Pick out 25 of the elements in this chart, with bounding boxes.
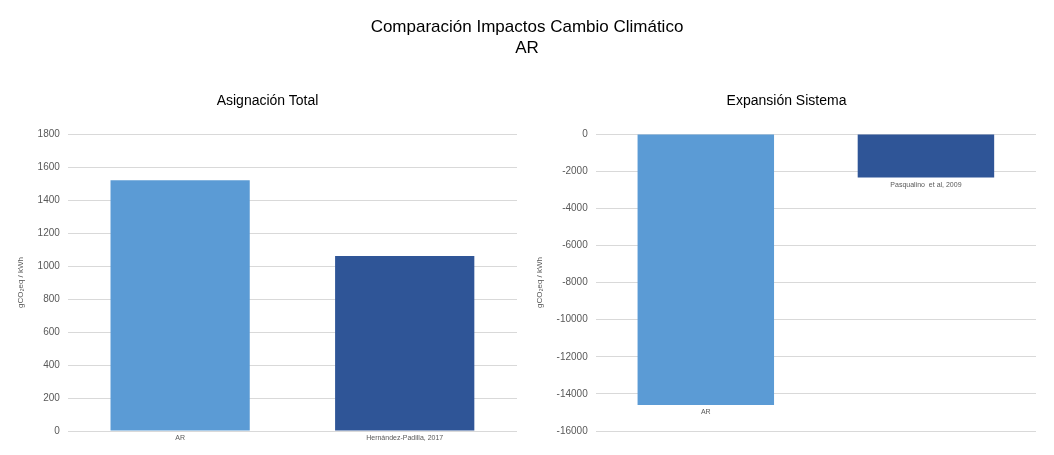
- y-tick-label: 800: [43, 292, 61, 304]
- y-tick-label: -2000: [562, 164, 589, 176]
- y-tick-label: 1800: [37, 127, 61, 139]
- y-tick-label: 1200: [37, 226, 61, 238]
- y-tick-label: 1000: [37, 259, 61, 271]
- y-tick-label: 0: [54, 424, 61, 436]
- y-tick-label: 0: [582, 127, 589, 139]
- chart-title: Expansión Sistema: [725, 92, 848, 110]
- y-tick-label: 1600: [37, 160, 61, 172]
- text: AR: [514, 37, 540, 58]
- y-tick-label: -14000: [556, 387, 589, 399]
- y-tick-label: -4000: [562, 202, 589, 213]
- chart-title: Asignación Total: [215, 92, 320, 110]
- y-axis-title: gCO₂eq / kWh: [16, 256, 25, 309]
- y-tick-label: -16000: [556, 424, 589, 436]
- y-tick-label: 400: [43, 358, 61, 370]
- y-axis-title: gCO₂eq / kWh: [535, 256, 544, 309]
- y-tick-label: -6000: [562, 239, 589, 251]
- y-tick-label: 600: [43, 325, 61, 337]
- text: Comparación Impactos Cambio Climático: [369, 16, 685, 37]
- y-tick-label: -10000: [556, 313, 589, 325]
- y-tick-label: 1400: [37, 193, 61, 205]
- y-tick-label: -12000: [556, 350, 589, 362]
- y-tick-label: 200: [43, 391, 61, 403]
- y-tick-label: -8000: [562, 276, 589, 288]
